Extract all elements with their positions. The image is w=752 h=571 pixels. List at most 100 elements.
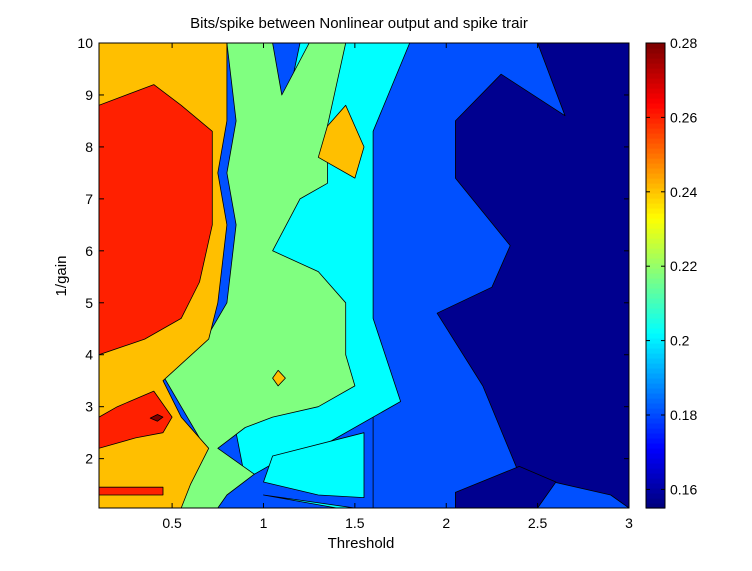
- colorbar-segment: [646, 103, 665, 109]
- colorbar-segment: [646, 203, 665, 209]
- y-tick-label: 3: [85, 399, 93, 415]
- colorbar-segment: [646, 498, 665, 504]
- y-axis-ticks: 2 3 4 5 6 7 8 9 10: [77, 35, 629, 467]
- colorbar-segment: [646, 153, 665, 159]
- colorbar-segment: [646, 388, 665, 394]
- colorbar-segment: [646, 293, 665, 299]
- colorbar-segment: [646, 418, 665, 424]
- y-tick-label: 9: [85, 87, 93, 103]
- colorbar-segment: [646, 213, 665, 219]
- colorbar-segment: [646, 478, 665, 484]
- colorbar-segment: [646, 133, 665, 139]
- colorbar-segment: [646, 283, 665, 289]
- colorbar-segment: [646, 433, 665, 439]
- colorbar-segment: [646, 493, 665, 499]
- colorbar-segment: [646, 178, 665, 184]
- colorbar-segment: [646, 138, 665, 144]
- colorbar-segment: [646, 218, 665, 224]
- colorbar-segment: [646, 48, 665, 54]
- colorbar-segment: [646, 483, 665, 489]
- colorbar-segment: [646, 358, 665, 364]
- colorbar-segment: [646, 443, 665, 449]
- colorbar-segment: [646, 333, 665, 339]
- y-axis-label: 1/gain: [53, 256, 70, 297]
- x-axis-ticks: 0.5 1 1.5 2 2.5 3: [162, 43, 633, 531]
- colorbar-segment: [646, 228, 665, 234]
- colorbar-segment: [646, 148, 665, 154]
- y-tick-label: 6: [85, 243, 93, 259]
- colorbar-segment: [646, 83, 665, 89]
- contour-regions: [99, 43, 629, 508]
- colorbar-segment: [646, 378, 665, 384]
- colorbar-segment: [646, 383, 665, 389]
- contour-region-10: [99, 84, 213, 356]
- colorbar: [645, 42, 666, 509]
- colorbar-segment: [646, 208, 665, 214]
- colorbar-segment: [646, 43, 665, 49]
- colorbar-segment: [646, 248, 665, 254]
- y-tick-label: 2: [85, 451, 93, 467]
- colorbar-segment: [646, 368, 665, 374]
- colorbar-segment: [646, 343, 665, 349]
- colorbar-segment: [646, 63, 665, 69]
- colorbar-segment: [646, 68, 665, 74]
- colorbar-segment: [646, 118, 665, 124]
- colorbar-segment: [646, 373, 665, 379]
- contour-region-5: [263, 494, 356, 508]
- colorbar-tick-label: 0.26: [670, 109, 697, 125]
- colorbar-segment: [646, 318, 665, 324]
- contour-region-8: [317, 104, 365, 179]
- contour-region-9: [272, 369, 286, 387]
- contour-region-2: [454, 465, 557, 508]
- colorbar-segment: [646, 183, 665, 189]
- colorbar-segment: [646, 193, 665, 199]
- colorbar-segment: [646, 448, 665, 454]
- colorbar-segment: [646, 93, 665, 99]
- x-tick-label: 0.5: [162, 515, 182, 531]
- colorbar-segment: [646, 348, 665, 354]
- colorbar-segment: [646, 458, 665, 464]
- x-tick-label: 2: [442, 515, 450, 531]
- colorbar-segment: [646, 363, 665, 369]
- colorbar-segment: [646, 188, 665, 194]
- colorbar-segment: [646, 273, 665, 279]
- chart-title: Bits/spike between Nonlinear output and …: [190, 15, 528, 32]
- colorbar-segment: [646, 413, 665, 419]
- y-tick-label: 10: [77, 35, 93, 51]
- y-tick-label: 7: [85, 191, 93, 207]
- x-tick-label: 1: [260, 515, 268, 531]
- colorbar-segment: [646, 353, 665, 359]
- y-tick-label: 4: [85, 347, 93, 363]
- colorbar-segment: [646, 98, 665, 104]
- colorbar-segment: [646, 143, 665, 149]
- colorbar-segment: [646, 503, 665, 509]
- colorbar-segment: [646, 313, 665, 319]
- x-tick-label: 3: [625, 515, 633, 531]
- contour-region-11: [99, 390, 173, 449]
- x-axis-label: Threshold: [328, 535, 395, 552]
- colorbar-segment: [646, 403, 665, 409]
- colorbar-segment: [646, 73, 665, 79]
- colorbar-tick-label: 0.2: [670, 333, 690, 349]
- colorbar-segment: [646, 398, 665, 404]
- colorbar-segment: [646, 223, 665, 229]
- y-tick-label: 8: [85, 139, 93, 155]
- y-tick-label: 5: [85, 295, 93, 311]
- colorbar-tick-label: 0.28: [670, 35, 697, 51]
- colorbar-segment: [646, 258, 665, 264]
- colorbar-segment: [646, 393, 665, 399]
- colorbar-segment: [646, 88, 665, 94]
- colorbar-segment: [646, 278, 665, 284]
- colorbar-segment: [646, 453, 665, 459]
- colorbar-segment: [646, 468, 665, 474]
- contour-region-1: [436, 43, 629, 508]
- colorbar-segment: [646, 338, 665, 344]
- colorbar-segment: [646, 408, 665, 414]
- colorbar-segment: [646, 323, 665, 329]
- x-tick-label: 1.5: [345, 515, 365, 531]
- colorbar-segment: [646, 173, 665, 179]
- colorbar-segment: [646, 168, 665, 174]
- colorbar-segment: [646, 108, 665, 114]
- colorbar-segment: [646, 128, 665, 134]
